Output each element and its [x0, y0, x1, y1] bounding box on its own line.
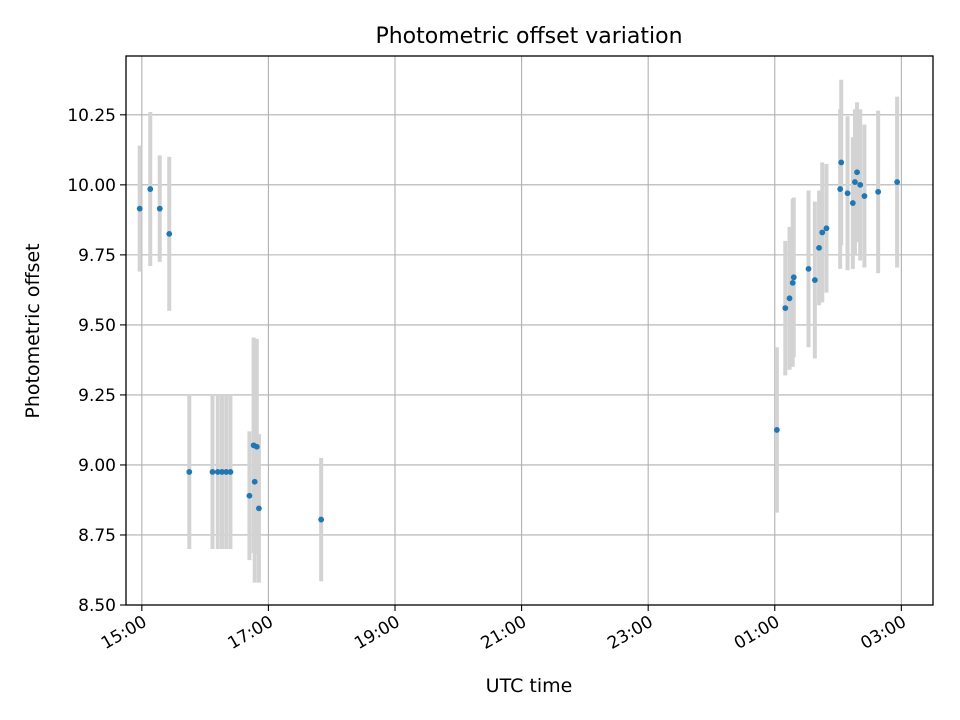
data-point: [811, 277, 818, 283]
data-point: [837, 186, 844, 192]
data-point: [849, 200, 856, 206]
data-point: [786, 295, 793, 302]
data-point: [256, 505, 262, 512]
y-tick-label: 9.75: [78, 246, 116, 266]
x-tick-label: 21:00: [478, 612, 530, 654]
data-point: [209, 469, 216, 475]
x-tick-label: 03:00: [857, 612, 909, 654]
grid: [126, 56, 933, 606]
x-tick-label: 01:00: [731, 612, 783, 654]
data-point: [773, 427, 780, 433]
plot-frame: [125, 55, 934, 606]
data-point: [253, 443, 260, 450]
y-tick-label: 9.25: [78, 386, 116, 406]
y-tick-label: 10.25: [67, 106, 116, 126]
data-point: [819, 229, 826, 236]
data-point: [838, 159, 845, 166]
data-point: [790, 274, 797, 281]
y-tick-label: 10.00: [67, 176, 116, 196]
x-axis-ticks: 15:00 17:00 19:00 21:00 23:00 01:00 03:00: [98, 605, 910, 654]
data-point: [136, 205, 143, 212]
data-point: [219, 469, 225, 475]
data-point: [857, 181, 864, 188]
y-axis-label: Photometric offset: [22, 243, 44, 418]
data-point: [875, 188, 882, 195]
data-point: [844, 190, 851, 197]
data-point: [789, 279, 796, 286]
errorbars: [137, 79, 900, 583]
data-point: [251, 478, 258, 485]
x-tick-label: 19:00: [351, 612, 403, 654]
y-tick-label: 8.75: [78, 526, 116, 546]
x-tick-label: 17:00: [224, 612, 276, 654]
data-point: [156, 205, 163, 212]
data-point: [861, 193, 868, 199]
y-tick-label: 8.50: [78, 596, 116, 616]
data-point: [166, 230, 173, 237]
data-point: [246, 492, 253, 499]
data-point: [852, 179, 858, 185]
data-point: [147, 186, 154, 192]
x-tick-label: 15:00: [98, 612, 150, 654]
data-points: [136, 159, 901, 523]
x-axis-label: UTC time: [486, 675, 573, 697]
data-point: [782, 305, 789, 311]
y-tick-label: 9.50: [78, 316, 116, 336]
data-point: [823, 225, 830, 232]
data-point: [214, 469, 221, 475]
y-axis-ticks: 8.50 8.75 9.00 9.25 9.50 9.75 10.00 10.25: [67, 106, 126, 616]
data-point: [318, 516, 325, 523]
x-tick-label: 23:00: [604, 612, 656, 654]
data-point: [186, 469, 193, 475]
y-tick-label: 9.00: [78, 456, 116, 476]
data-point: [223, 469, 230, 475]
data-point: [894, 179, 901, 185]
data-point: [854, 169, 860, 176]
data-point: [805, 265, 812, 272]
chart-title: Photometric offset variation: [375, 24, 682, 49]
data-point: [227, 469, 234, 475]
data-point: [816, 244, 822, 251]
